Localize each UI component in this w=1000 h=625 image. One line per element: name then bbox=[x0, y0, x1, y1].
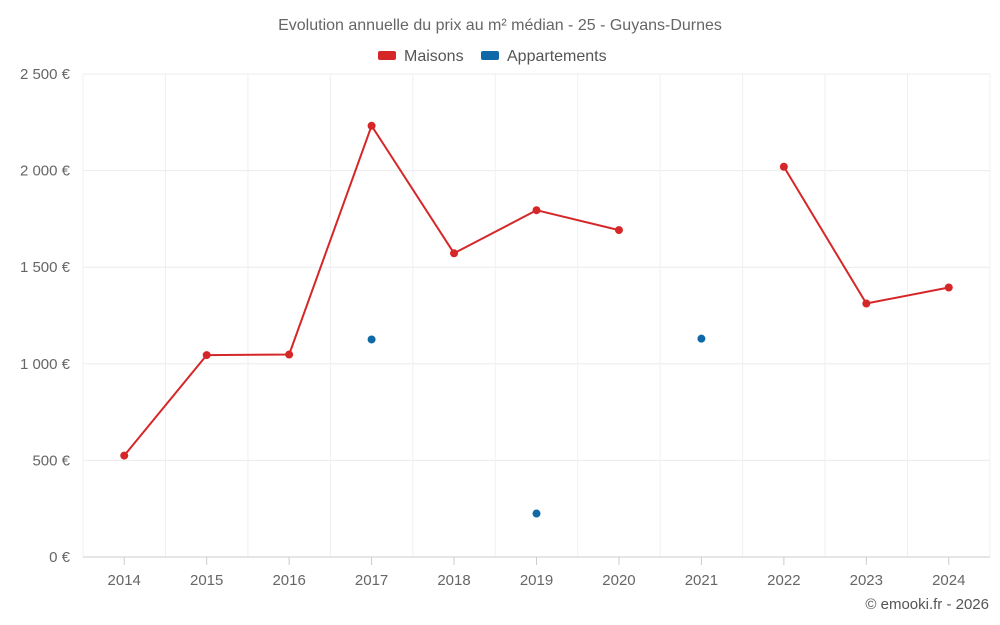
data-point-maisons bbox=[779, 162, 788, 171]
series-layer bbox=[120, 121, 953, 518]
x-tick-label: 2021 bbox=[685, 572, 718, 589]
grid bbox=[82, 73, 991, 557]
chart-title: Evolution annuelle du prix au m² médian … bbox=[278, 17, 722, 34]
data-point-maisons bbox=[944, 283, 953, 292]
data-point-maisons bbox=[285, 350, 294, 359]
x-tick-label: 2017 bbox=[355, 572, 388, 589]
data-point-maisons bbox=[202, 351, 211, 360]
legend-label-appartements: Appartements bbox=[507, 48, 607, 65]
data-point-maisons bbox=[120, 451, 129, 460]
y-tick-label: 1 000 € bbox=[20, 356, 71, 373]
credit-text: © emooki.fr - 2026 bbox=[865, 596, 989, 613]
y-tick-label: 2 000 € bbox=[20, 163, 71, 180]
y-tick-label: 1 500 € bbox=[20, 259, 71, 276]
x-tick-label: 2016 bbox=[272, 572, 305, 589]
data-point-appartements bbox=[532, 509, 541, 518]
data-point-maisons bbox=[532, 206, 541, 215]
legend-swatch-appartements bbox=[481, 51, 499, 60]
x-tick-label: 2018 bbox=[437, 572, 470, 589]
x-tick-label: 2020 bbox=[602, 572, 635, 589]
series-line-maisons bbox=[123, 124, 620, 457]
data-point-maisons bbox=[450, 249, 459, 258]
x-tick-label: 2022 bbox=[767, 572, 800, 589]
x-tick-label: 2015 bbox=[190, 572, 223, 589]
x-tick-label: 2014 bbox=[108, 572, 141, 589]
data-point-maisons bbox=[862, 299, 871, 308]
series-line-maisons bbox=[783, 166, 949, 305]
legend-label-maisons: Maisons bbox=[404, 48, 464, 65]
y-tick-label: 0 € bbox=[49, 549, 71, 566]
data-point-maisons bbox=[367, 121, 376, 130]
data-point-appartements bbox=[697, 334, 706, 343]
x-tick-label: 2019 bbox=[520, 572, 553, 589]
y-tick-label: 2 500 € bbox=[20, 66, 71, 83]
x-tick-label: 2023 bbox=[850, 572, 883, 589]
legend-swatch-maisons bbox=[378, 51, 396, 60]
legend: Maisons Appartements bbox=[378, 48, 607, 65]
y-tick-label: 500 € bbox=[32, 452, 70, 469]
x-tick-label: 2024 bbox=[932, 572, 965, 589]
data-point-appartements bbox=[367, 335, 376, 344]
axes: 0 € 500 € 1 000 € 1 500 € 2 000 € 2 500 € 2014… bbox=[20, 66, 990, 589]
data-point-maisons bbox=[614, 226, 623, 235]
